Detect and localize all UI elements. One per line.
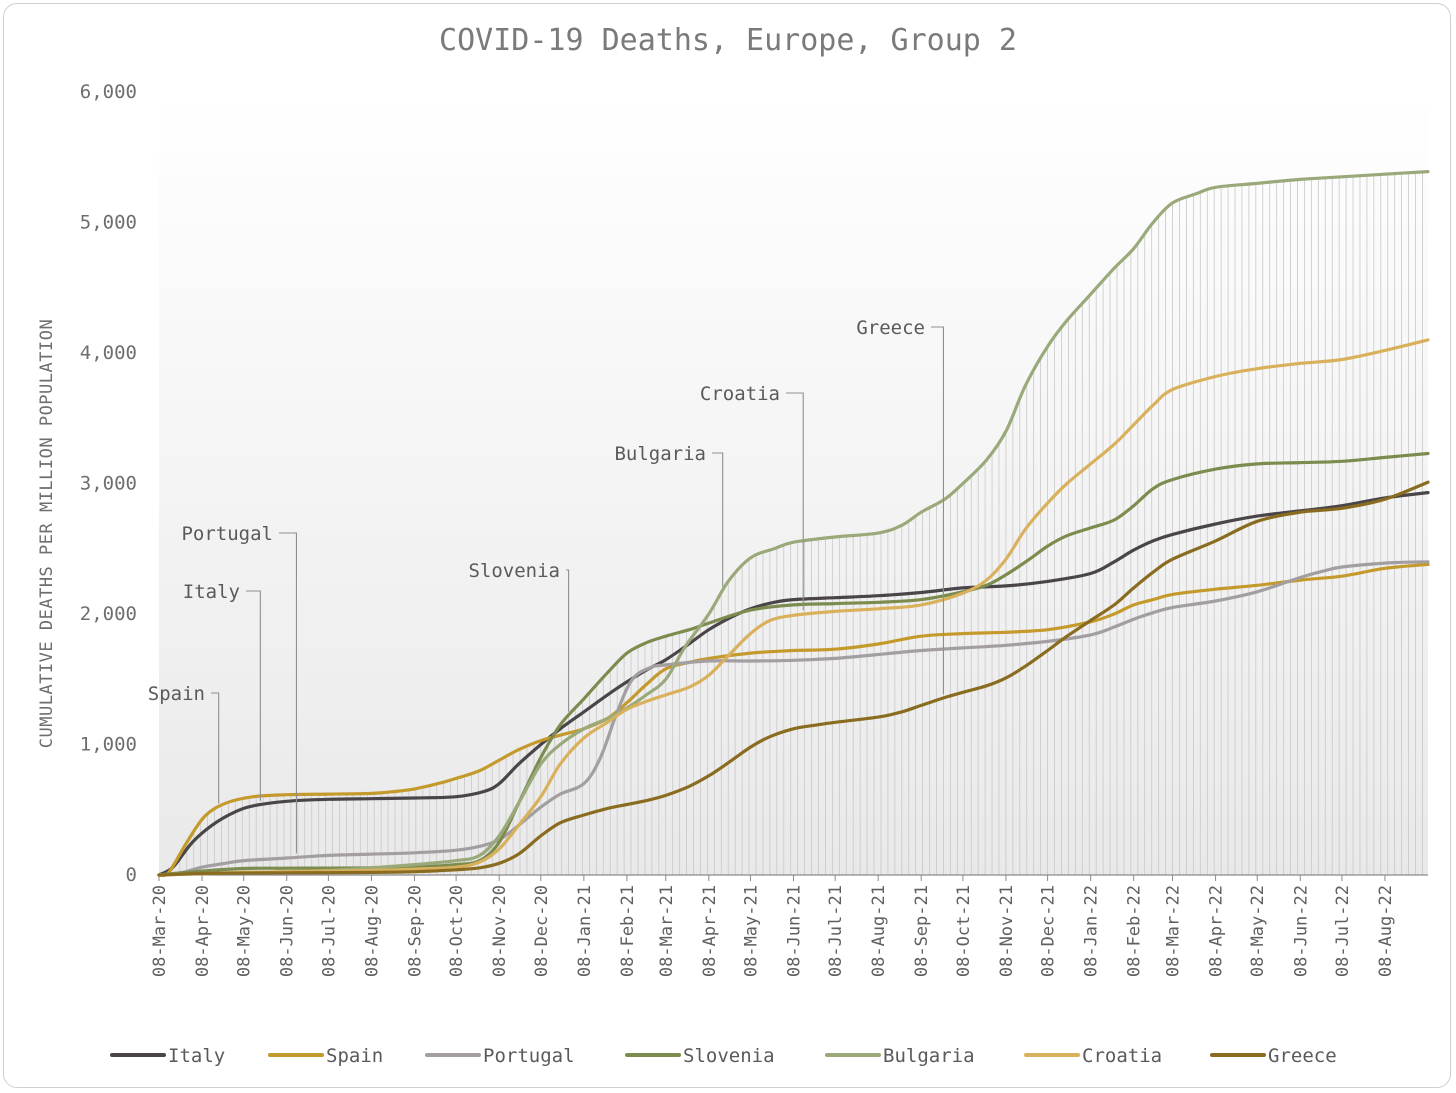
y-axis: 0 1,000 2,000 3,000 4,000 5,000 6,000 (80, 81, 137, 886)
plot-background (159, 92, 1428, 875)
legend-label: Croatia (1082, 1045, 1162, 1067)
x-tick-label: 08-May-22 (1248, 885, 1268, 977)
x-tick-label: 08-Jul-20 (319, 885, 339, 977)
series-line-slovenia (157, 451, 1430, 877)
series-line-croatia (157, 338, 1430, 877)
annotation-bulgaria: Bulgaria (614, 443, 706, 465)
annotation-leader-line (566, 569, 570, 712)
y-tick-label: 3,000 (80, 473, 137, 495)
x-tick-label: 08-Aug-21 (869, 885, 889, 977)
x-tick-label: 08-May-21 (741, 885, 761, 977)
annotation-leader-line (931, 326, 944, 694)
annotation-leader-line (246, 590, 261, 801)
x-tick-label: 08-Jul-22 (1333, 885, 1353, 977)
legend-label: Spain (326, 1045, 383, 1067)
x-tick-label: 08-Nov-21 (997, 885, 1017, 977)
x-tick-label: 08-Sep-20 (405, 885, 425, 977)
legend-label: Greece (1268, 1045, 1337, 1067)
annotation-leader-line (712, 452, 724, 587)
x-tick-label: 08-Oct-21 (954, 885, 974, 977)
x-tick-label: 08-Jun-22 (1291, 885, 1311, 977)
x-tick-label: 08-Apr-21 (700, 885, 720, 977)
x-tick-label: 08-Aug-22 (1376, 885, 1396, 977)
x-tick-label: 08-Apr-22 (1207, 885, 1227, 977)
y-tick-label: 2,000 (80, 603, 137, 625)
x-tick-label: 08-Mar-22 (1164, 885, 1184, 977)
y-tick-label: 6,000 (80, 81, 137, 103)
annotation-leader-line (786, 392, 804, 611)
x-tick-label: 08-Apr-20 (193, 885, 213, 977)
y-tick-label: 4,000 (80, 342, 137, 364)
x-tick-label: 08-Dec-20 (532, 885, 552, 977)
annotation-croatia: Croatia (700, 383, 780, 405)
x-tick-label: 08-May-20 (235, 885, 255, 977)
series-line-portugal (157, 560, 1430, 877)
x-axis: 08-Mar-20 08-Apr-20 08-May-20 08-Jun-20 08-J… (150, 874, 1428, 977)
series-lines (157, 170, 1430, 878)
x-tick-label: 08-Jun-20 (278, 885, 298, 977)
legend: Italy Spain Portugal Slovenia Bulgaria Croati… (110, 1045, 1337, 1067)
y-axis-label: CUMULATIVE DEATHS PER MILLION POPULATION (37, 319, 57, 748)
x-tick-label: 08-Sep-21 (912, 885, 932, 977)
legend-label: Bulgaria (883, 1045, 975, 1067)
vertical-gridlines (165, 171, 1423, 875)
y-tick-label: 5,000 (80, 212, 137, 234)
annotation-portugal: Portugal (181, 523, 273, 545)
series-line-spain (157, 562, 1430, 878)
series-line-bulgaria (157, 170, 1430, 877)
x-tick-label: 08-Jan-21 (575, 885, 595, 977)
annotation-leader-line (211, 692, 220, 804)
y-tick-label: 1,000 (80, 734, 137, 756)
x-tick-label: 08-Jan-22 (1082, 885, 1102, 977)
x-tick-label: 08-Dec-21 (1039, 885, 1059, 977)
x-tick-label: 08-Oct-20 (447, 885, 467, 977)
x-tick-label: 08-Nov-20 (490, 885, 510, 977)
series-line-italy (157, 491, 1430, 877)
chart-title: COVID-19 Deaths, Europe, Group 2 (439, 23, 1017, 58)
annotation-italy: Italy (183, 581, 240, 603)
x-tick-label: 08-Mar-21 (657, 885, 677, 977)
series-annotations: Spain Italy Portugal Slovenia Bulgaria Croati… (148, 317, 944, 854)
legend-label: Portugal (483, 1045, 575, 1067)
legend-label: Slovenia (683, 1045, 775, 1067)
series-line-greece (157, 480, 1430, 877)
annotation-slovenia: Slovenia (468, 560, 560, 582)
annotation-spain: Spain (148, 683, 205, 705)
legend-label: Italy (168, 1045, 225, 1067)
x-tick-label: 08-Feb-22 (1125, 885, 1145, 977)
x-tick-label: 08-Jul-21 (826, 885, 846, 977)
annotation-leader-line (279, 532, 298, 854)
y-tick-label: 0 (126, 864, 137, 886)
annotation-greece: Greece (856, 317, 925, 339)
x-tick-label: 08-Feb-21 (618, 885, 638, 977)
x-tick-label: 08-Mar-20 (150, 885, 170, 977)
x-tick-label: 08-Jun-21 (785, 885, 805, 977)
x-tick-label: 08-Aug-20 (362, 885, 382, 977)
